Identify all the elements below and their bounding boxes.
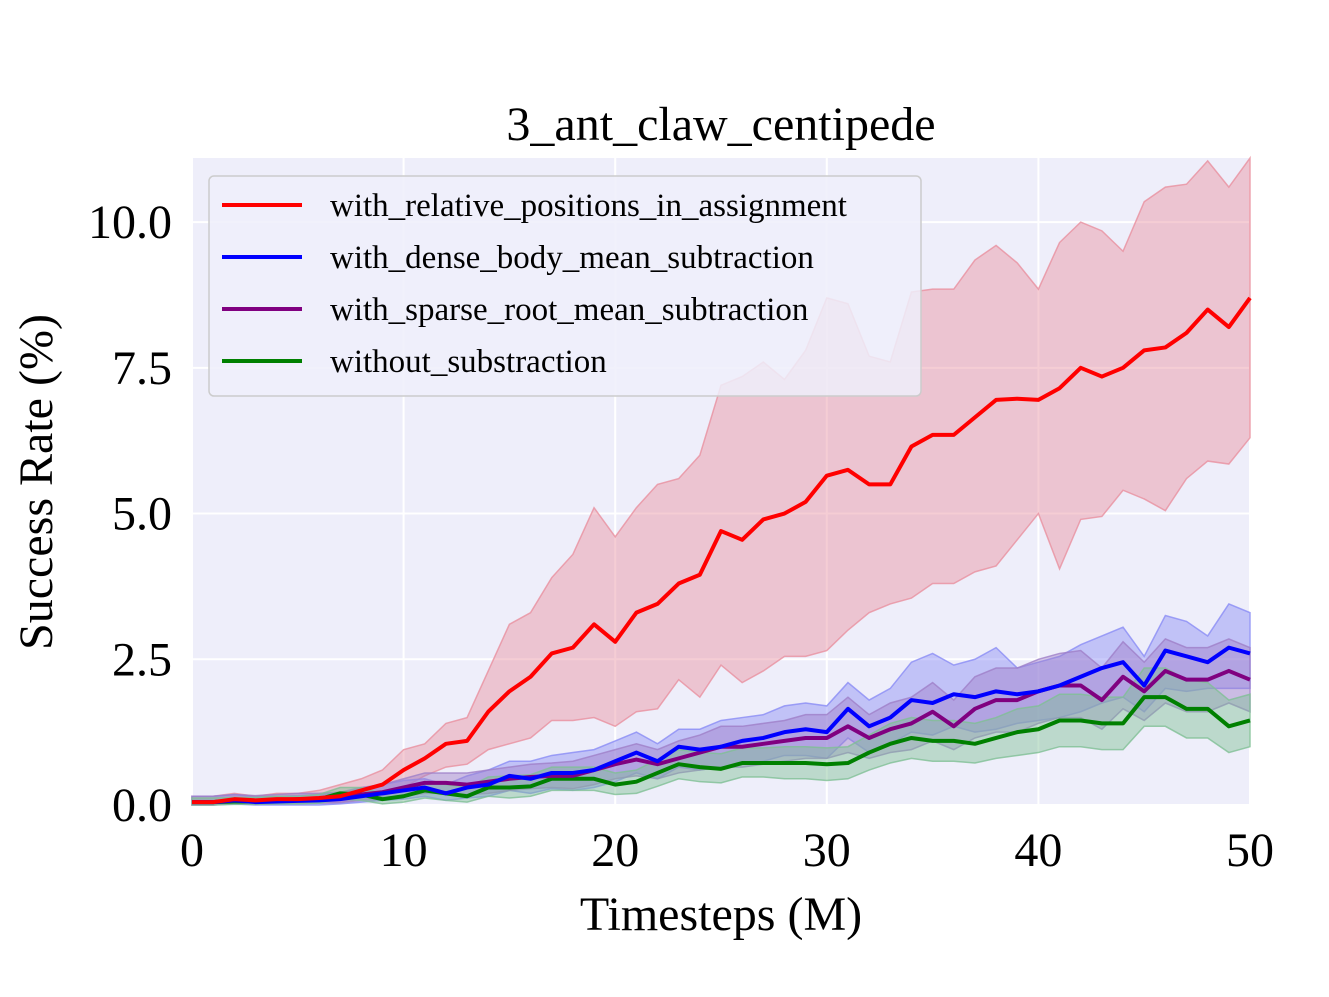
legend-label-with_dense_body_mean_subtraction: with_dense_body_mean_subtraction: [330, 240, 814, 276]
line-with_dense_body_mean_subtraction: [192, 645, 1251, 805]
y-tick-label: 7.5: [112, 342, 172, 395]
x-axis-label: Timesteps (M): [580, 888, 862, 941]
x-tick-label: 30: [803, 824, 851, 877]
legend-label-without_substraction: without_substraction: [330, 344, 607, 380]
y-tick-label: 0.0: [112, 779, 172, 832]
y-tick-label: 2.5: [112, 633, 172, 686]
series-lines: [192, 296, 1252, 805]
y-tick-labels: 0.0 2.5 5.0 7.5 10.0: [88, 196, 172, 832]
x-tick-label: 50: [1226, 824, 1274, 877]
x-tick-label: 20: [591, 824, 639, 877]
x-tick-label: 40: [1014, 824, 1062, 877]
line-with_relative_positions_in_assignment: [192, 296, 1252, 805]
y-axis-label: Success Rate (%): [10, 314, 63, 650]
legend-label-with_relative_positions_in_assignment: with_relative_positions_in_assignment: [330, 188, 847, 224]
band-with_relative_positions_in_assignment: [191, 155, 1251, 806]
y-tick-label: 5.0: [112, 488, 172, 541]
legend-label-with_sparse_root_mean_subtraction: with_sparse_root_mean_subtraction: [330, 292, 808, 328]
x-tick-labels: 0 10 20 30 40 50: [180, 824, 1274, 877]
chart-title: 3_ant_claw_centipede: [506, 98, 935, 151]
legend: with_relative_positions_in_assignmentwit…: [208, 175, 922, 397]
x-tick-label: 10: [380, 824, 428, 877]
legend-frame: [208, 175, 922, 397]
x-tick-label: 0: [180, 824, 204, 877]
y-tick-label: 10.0: [88, 196, 172, 249]
